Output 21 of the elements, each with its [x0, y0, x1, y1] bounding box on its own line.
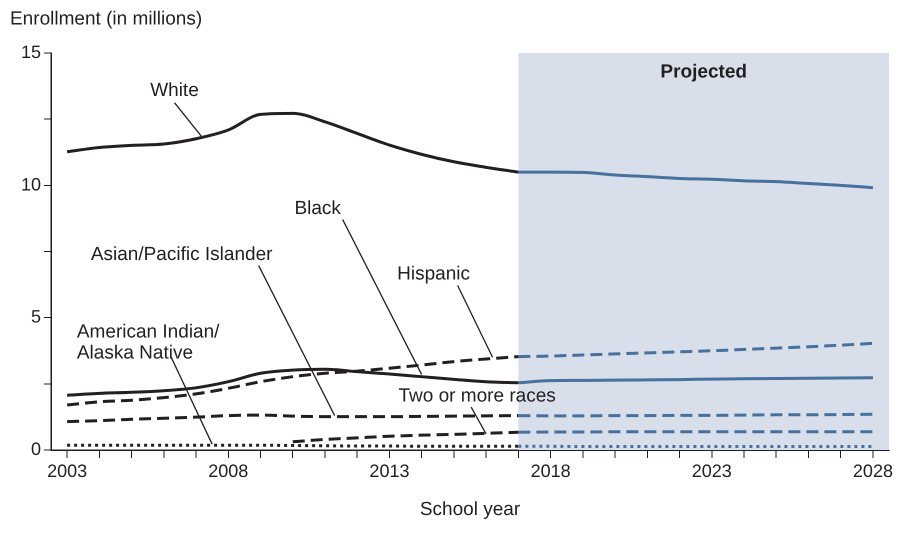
band-label: Projected [660, 62, 748, 83]
y-tick-label: 15 [20, 42, 41, 62]
x-axis-title: School year [420, 498, 521, 520]
x-tick-label: 2003 [47, 460, 88, 481]
line-series [516, 170, 874, 190]
series-label: Two or more races [398, 385, 556, 406]
text: Asian/Pacific Islander [90, 244, 274, 265]
x-tick-label: 2013 [369, 460, 410, 481]
x-tick-label: 2008 [208, 460, 248, 481]
x-tick-label: 2018 [530, 460, 571, 481]
text: American Indian/ Alaska Native [76, 321, 220, 364]
x-tick-label: 2023 [692, 460, 732, 481]
text: Hispanic [397, 264, 470, 285]
y-tick-label: 0 [30, 438, 41, 459]
y-axis-title: Enrollment (in millions) [10, 8, 202, 30]
text: Black [294, 198, 342, 219]
y-tick-label: 10 [20, 174, 41, 194]
series-label: White [150, 80, 199, 101]
line-series [516, 342, 874, 358]
y-tick-label: 5 [30, 306, 41, 327]
x-tick-label: 2028 [852, 460, 893, 481]
